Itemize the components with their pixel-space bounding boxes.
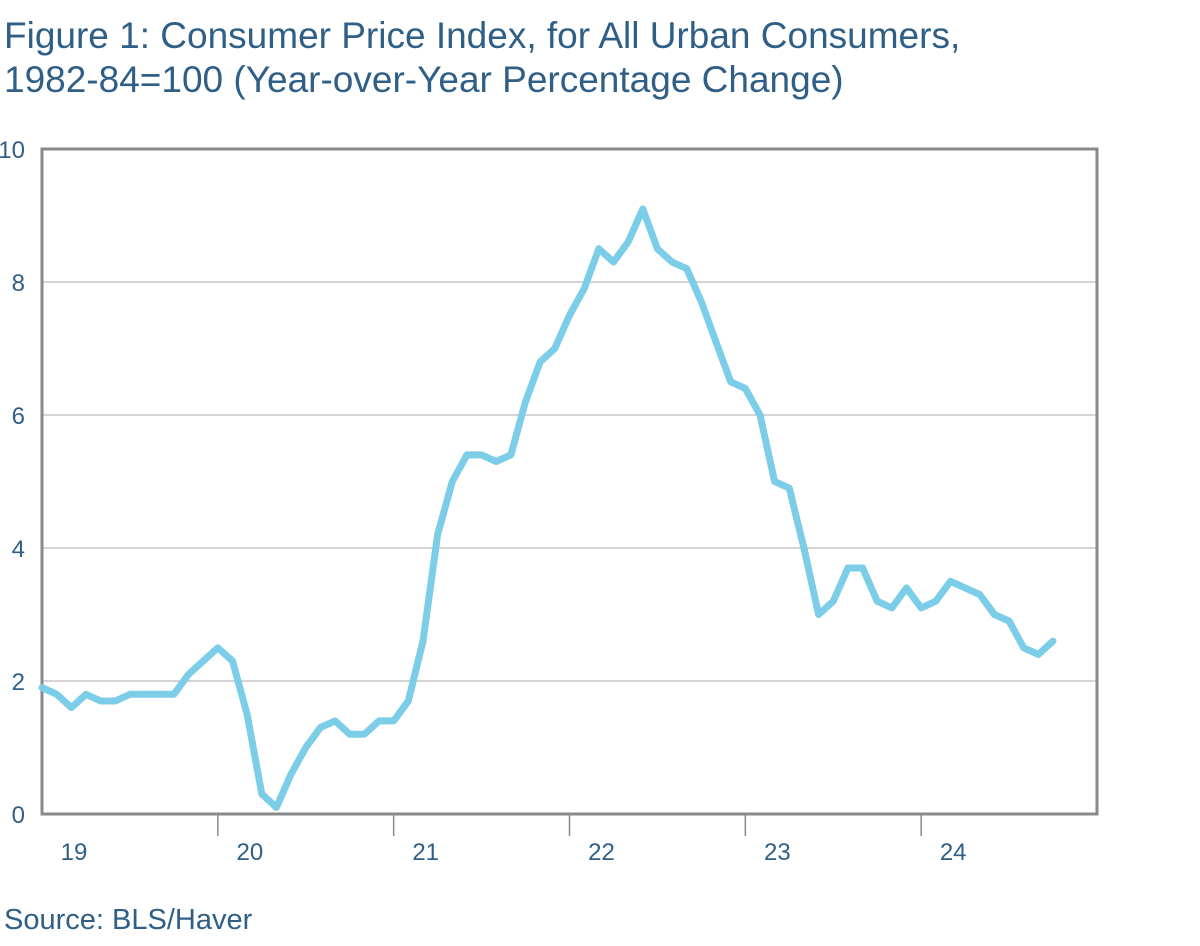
- data-point: [493, 458, 500, 465]
- data-point: [859, 565, 866, 571]
- data-point: [551, 345, 558, 352]
- data-point: [522, 398, 529, 405]
- data-point: [1050, 638, 1056, 645]
- data-point: [185, 671, 192, 678]
- data-point: [346, 731, 353, 738]
- y-tick-label: 6: [12, 403, 25, 430]
- data-point: [800, 545, 807, 551]
- data-point: [112, 698, 119, 704]
- data-point: [97, 698, 104, 704]
- data-point: [126, 691, 133, 698]
- y-tick-label: 0: [12, 802, 25, 829]
- data-point: [361, 731, 368, 738]
- x-tick-label: 21: [412, 839, 439, 866]
- data-point: [918, 604, 925, 611]
- y-tick-label: 8: [12, 270, 25, 297]
- data-point: [888, 604, 895, 611]
- data-point: [332, 717, 339, 724]
- data-point: [434, 531, 441, 538]
- data-point: [903, 584, 910, 591]
- data-point: [669, 259, 676, 265]
- data-point: [757, 412, 763, 418]
- y-axis-ticks: 0 2 4 6 8 10: [0, 137, 25, 829]
- data-point: [962, 584, 969, 591]
- data-point: [947, 578, 954, 585]
- data-point: [156, 691, 163, 698]
- data-point: [713, 338, 719, 345]
- plot-frame: [40, 147, 1099, 816]
- series-points: [39, 205, 1056, 811]
- data-point: [698, 298, 705, 305]
- data-point: [376, 717, 382, 724]
- data-point: [727, 378, 734, 385]
- data-point: [830, 598, 837, 605]
- data-point: [141, 691, 148, 698]
- data-point: [83, 691, 89, 698]
- data-point: [844, 565, 851, 571]
- data-point: [581, 285, 588, 292]
- data-point: [288, 771, 295, 778]
- y-tick-label: 10: [0, 137, 25, 164]
- data-point: [1035, 651, 1042, 658]
- x-tick-label: 22: [588, 839, 615, 866]
- data-point: [639, 205, 646, 212]
- y-tick-label: 2: [12, 669, 25, 696]
- data-point: [200, 658, 207, 664]
- data-point: [53, 691, 60, 698]
- data-point: [537, 358, 544, 365]
- source-note: Source: BLS/Haver: [4, 904, 253, 936]
- data-point: [273, 804, 280, 811]
- data-point: [625, 239, 632, 246]
- data-point: [420, 638, 426, 645]
- x-axis-ticks: 19 20 21 22 23 24: [61, 814, 967, 866]
- data-point: [463, 451, 470, 458]
- data-point: [244, 711, 251, 718]
- data-point: [214, 644, 221, 651]
- data-point: [595, 245, 602, 252]
- data-point: [478, 451, 485, 458]
- data-point: [39, 684, 45, 691]
- grid-lines: [42, 281, 1097, 682]
- data-point: [258, 791, 265, 797]
- data-point: [229, 658, 236, 664]
- data-point: [742, 385, 749, 392]
- data-point: [1020, 644, 1027, 651]
- data-point: [566, 312, 573, 319]
- data-point: [610, 259, 617, 265]
- data-point: [874, 598, 881, 605]
- data-point: [1006, 618, 1013, 625]
- data-point: [507, 451, 514, 458]
- x-tick-label: 23: [764, 839, 791, 866]
- data-point: [170, 691, 177, 698]
- x-tick-label: 19: [61, 839, 88, 866]
- y-tick-label: 4: [12, 536, 25, 563]
- chart-title-line-2: 1982-84=100 (Year-over-Year Percentage C…: [4, 59, 844, 100]
- data-point: [68, 704, 75, 711]
- x-tick-label: 20: [236, 839, 263, 866]
- data-point: [405, 698, 412, 704]
- data-point: [449, 478, 456, 485]
- data-point: [991, 611, 998, 618]
- data-point: [932, 598, 939, 605]
- chart-title: Figure 1: Consumer Price Index, for All …: [4, 14, 1184, 102]
- data-point: [390, 717, 397, 724]
- data-point: [683, 265, 690, 272]
- data-point: [317, 724, 324, 731]
- data-point: [654, 245, 661, 252]
- chart-title-line-1: Figure 1: Consumer Price Index, for All …: [4, 15, 961, 56]
- data-point: [302, 744, 309, 751]
- data-point: [771, 478, 778, 485]
- data-point: [815, 611, 822, 618]
- data-point: [786, 485, 793, 492]
- x-tick-label: 24: [940, 839, 967, 866]
- cpi-series-line: [38, 205, 1057, 811]
- data-point: [976, 591, 983, 598]
